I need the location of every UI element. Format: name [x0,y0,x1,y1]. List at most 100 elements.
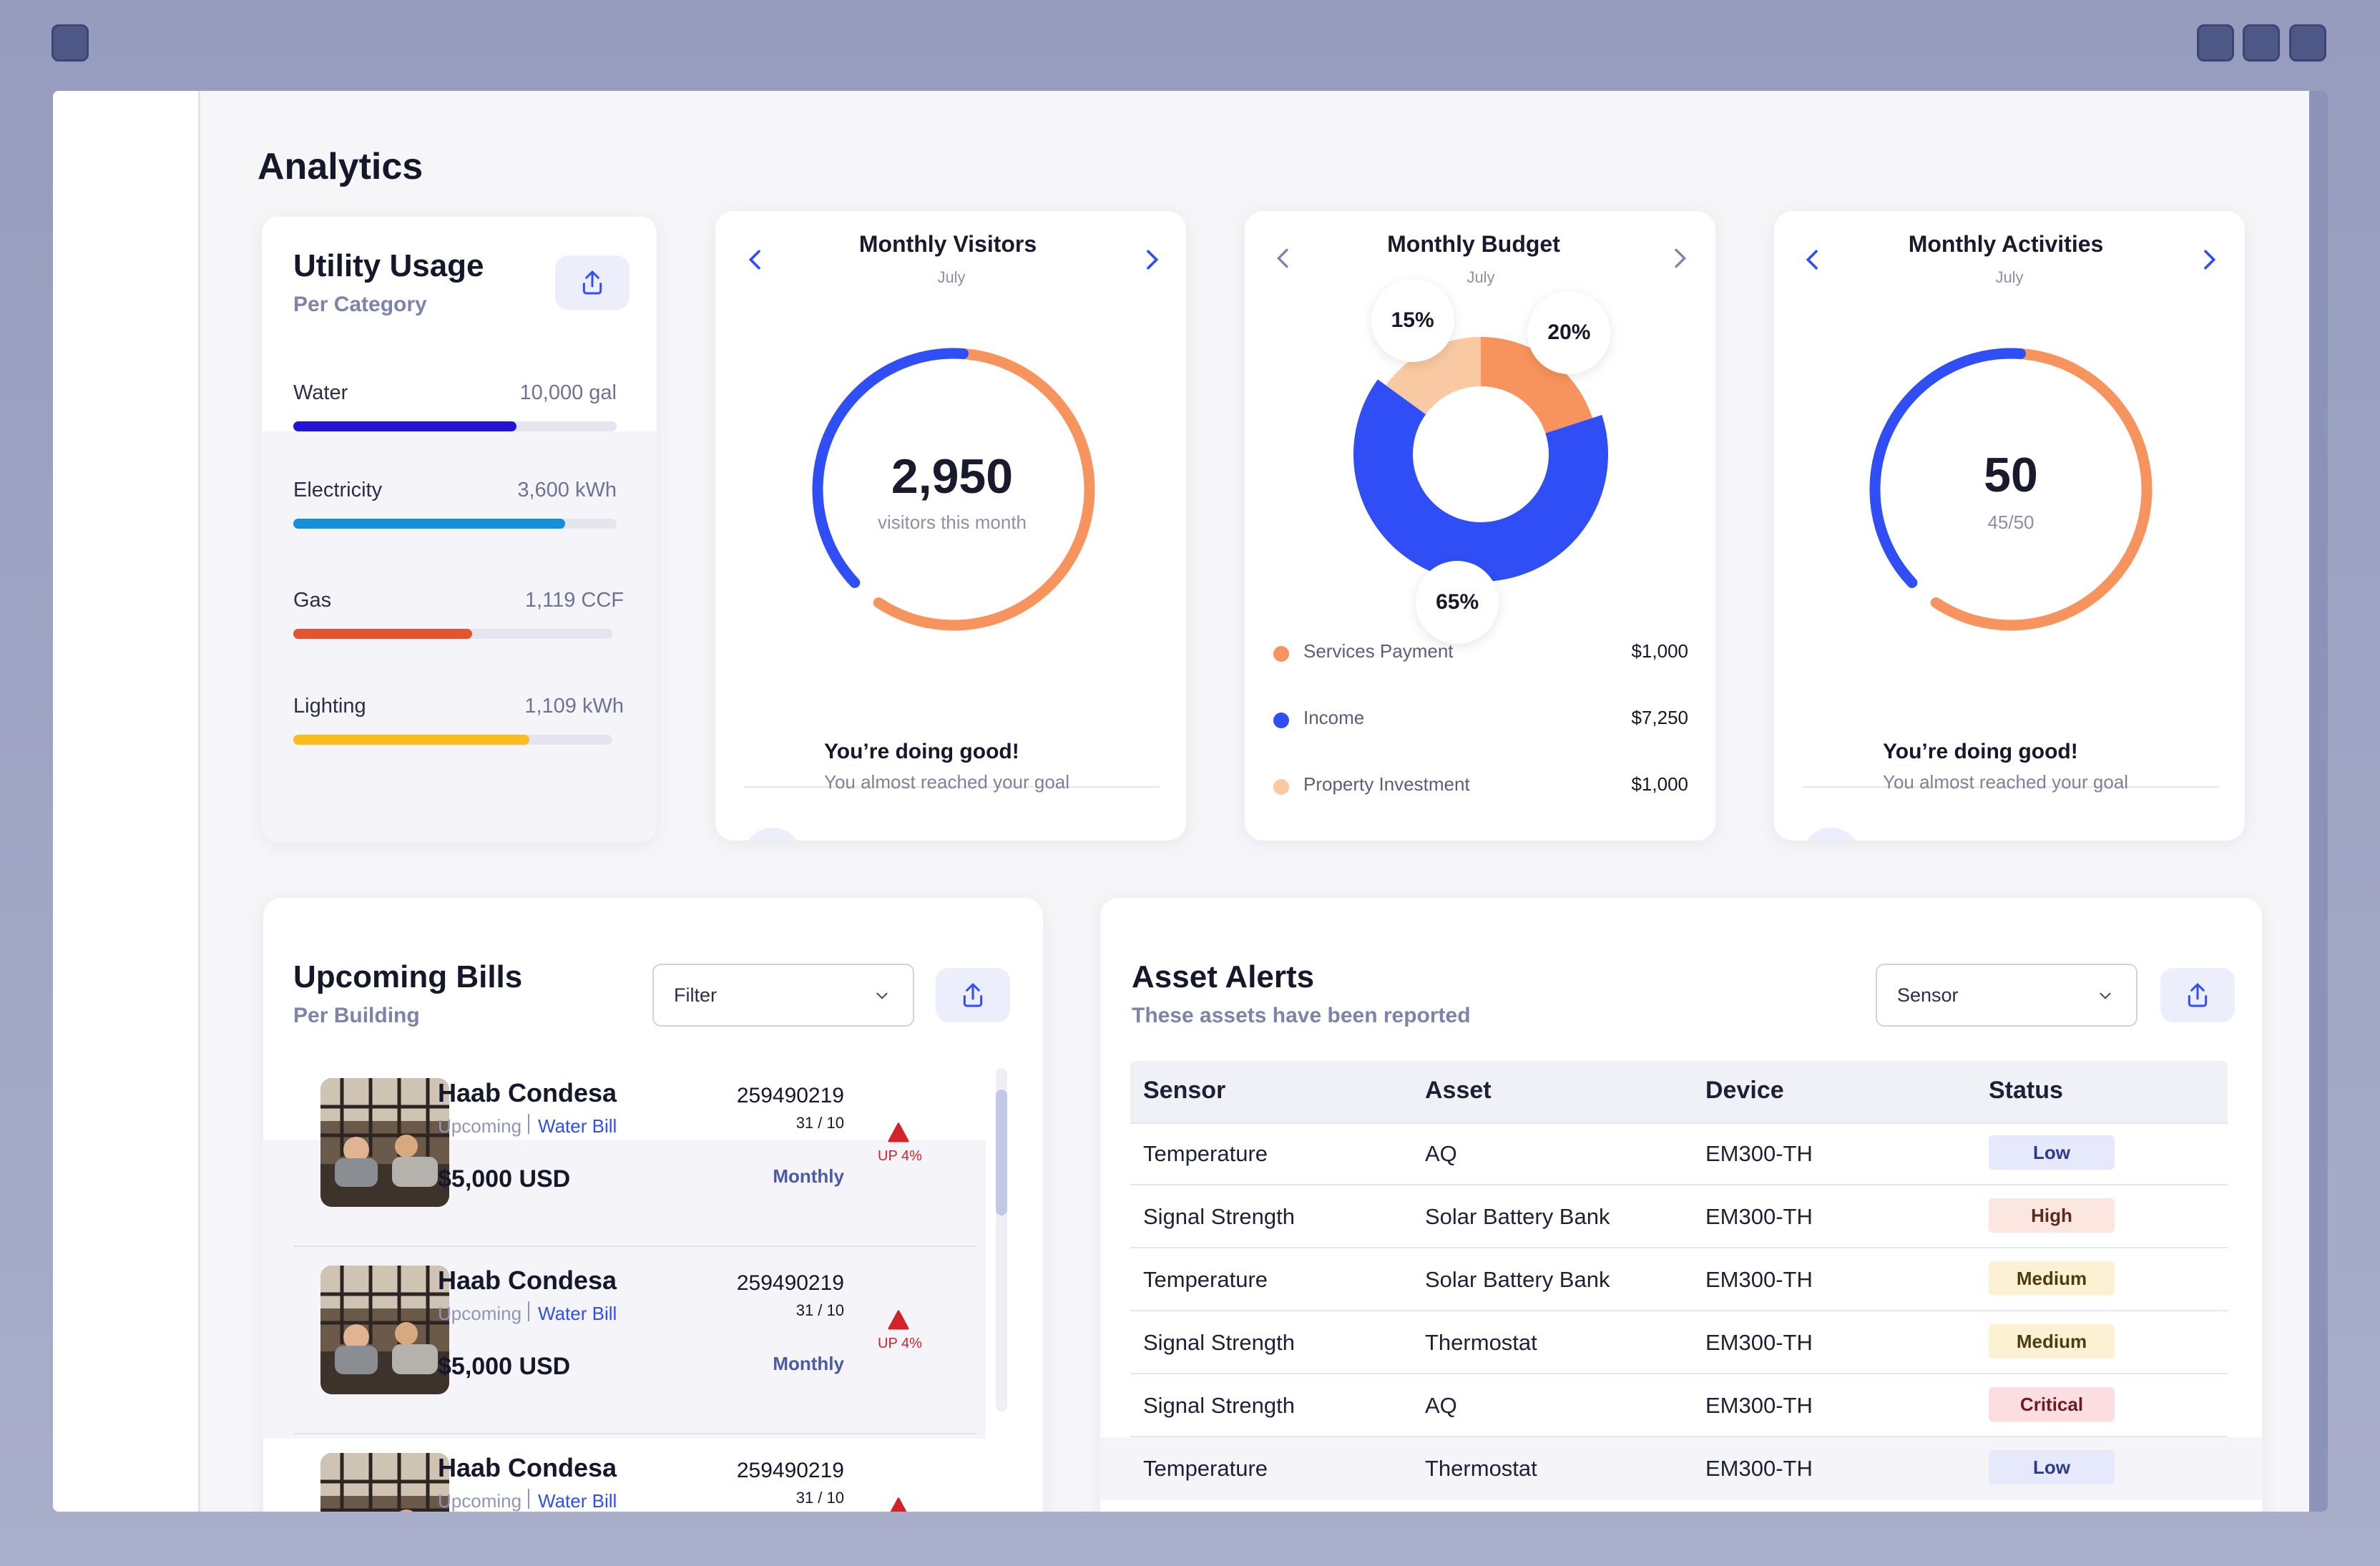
monthly-activities-card: Monthly Activities July 50 45/50 [1774,211,2245,841]
legend-swatch [1273,646,1289,662]
prev-month-icon[interactable] [741,245,770,274]
separator [528,1301,529,1321]
donut-percent-label: 15% [1371,278,1454,362]
visitors-message-text: You almost reached your goal [824,771,1070,793]
bills-share-button[interactable] [936,968,1010,1022]
bill-number: 259490219 [736,1459,844,1482]
share-icon [2188,983,2208,1007]
legend-amount: $7,250 [1631,707,1688,728]
activities-message-text: You almost reached your goal [1883,771,2129,793]
activities-value: 50 [1984,448,2038,502]
donut-percent-label: 20% [1527,291,1611,375]
utility-value: 1,109 kWh [524,695,624,718]
sensor-cell: Temperature [1143,1456,1268,1481]
bill-status: Upcoming [438,1490,522,1512]
maximize-icon[interactable] [2243,24,2280,62]
bills-filter-select[interactable]: Filter [652,964,914,1027]
utility-progress-fill [293,519,565,529]
bill-amount: $5,000 USD [438,1165,571,1193]
activities-ring-progress [1869,348,2153,631]
visitors-value: 2,950 [891,449,1014,504]
status-badge: Low [1989,1450,2115,1484]
divider [1130,1122,2228,1124]
table-row[interactable]: Temperature Thermostat EM300-TH Low [1100,1437,2262,1500]
device-cell: EM300-TH [1705,1330,1813,1355]
prev-month-icon[interactable] [1798,245,1827,274]
vertical-scrollbar[interactable] [2309,91,2328,1512]
smile-badge [743,828,803,841]
trend-up-icon [888,1497,909,1512]
building-photo [320,1078,449,1207]
table-column-header[interactable]: Asset [1425,1077,1492,1104]
sensor-cell: Signal Strength [1143,1393,1295,1418]
asset-cell: Thermostat [1425,1456,1537,1481]
bill-type-link[interactable]: Water Bill [538,1490,617,1512]
share-icon [582,270,602,295]
divider [1130,1436,2228,1437]
trend-up-icon [888,1310,909,1330]
sensor-cell: Signal Strength [1143,1204,1295,1229]
bill-type-link[interactable]: Water Bill [538,1303,617,1324]
legend-amount: $1,000 [1631,640,1688,662]
next-month-icon[interactable] [2195,245,2223,274]
budget-month: July [1466,268,1495,286]
bill-type-link[interactable]: Water Bill [538,1115,617,1137]
table-row[interactable]: Temperature AQ EM300-TH Low [1130,1122,2228,1185]
page-title: Analytics [258,146,423,187]
building-photo [320,1266,449,1394]
utility-progress-fill [293,735,530,745]
table-row[interactable]: Temperature Solar Battery Bank EM300-TH Med… [1130,1248,2228,1311]
table-column-header[interactable]: Status [1989,1077,2063,1104]
visitors-caption: visitors this month [877,512,1027,533]
device-cell: EM300-TH [1705,1141,1813,1166]
table-row[interactable]: Signal Strength AQ EM300-TH Critical [1130,1374,2228,1437]
table-column-header[interactable]: Sensor [1143,1077,1226,1104]
device-cell: EM300-TH [1705,1456,1813,1481]
separator [528,1114,529,1134]
alerts-sensor-select[interactable]: Sensor [1876,964,2137,1027]
close-icon[interactable] [2289,24,2326,62]
window-menu-icon[interactable] [52,24,89,62]
monthly-visitors-card: Monthly Visitors July 2,950 visitors thi… [715,211,1186,841]
bill-status: Upcoming [438,1115,522,1137]
bill-frequency: Monthly [773,1353,844,1374]
divider [1130,1247,2228,1248]
table-row[interactable]: Signal Strength Solar Battery Bank EM300-T… [1130,1185,2228,1248]
utility-title: Utility Usage [293,248,484,283]
utility-label: Electricity [293,479,383,501]
sidebar [53,91,200,1512]
bill-trend-label: UP 4% [878,1148,922,1164]
bills-scrollbar-track[interactable] [996,1068,1007,1411]
budget-donut-chart [1353,337,1608,582]
prev-month-icon[interactable] [1269,244,1298,273]
bills-scrollbar-thumb[interactable] [996,1090,1007,1215]
table-column-header[interactable]: Device [1705,1077,1784,1104]
alerts-subtitle: These assets have been reported [1132,1004,1471,1027]
next-month-icon[interactable] [1665,244,1694,273]
alerts-share-button[interactable] [2160,968,2235,1022]
status-badge: Medium [1989,1261,2115,1296]
share-icon [963,983,983,1007]
divider [744,786,1160,788]
bill-building-name: Haab Condesa [438,1453,617,1482]
divider [1130,1373,2228,1374]
utility-value: 10,000 gal [519,381,617,404]
visitors-ring-progress [812,348,1095,631]
visitors-title: Monthly Visitors [858,231,1037,257]
legend-swatch [1273,779,1289,795]
bills-filter-label: Filter [674,984,717,1006]
table-row[interactable]: Signal Strength Thermostat EM300-TH Medium [1130,1311,2228,1374]
utility-share-button[interactable] [555,255,630,310]
bill-due-date: 31 / 10 [795,1489,844,1507]
visitors-ring [812,348,1095,631]
alerts-sensor-label: Sensor [1897,984,1959,1006]
next-month-icon[interactable] [1137,245,1166,274]
bill-due-date: 31 / 10 [795,1301,844,1319]
utility-label: Water [293,381,348,404]
minimize-icon[interactable] [2197,24,2234,62]
status-badge: High [1989,1198,2115,1233]
legend-amount: $1,000 [1631,773,1688,795]
